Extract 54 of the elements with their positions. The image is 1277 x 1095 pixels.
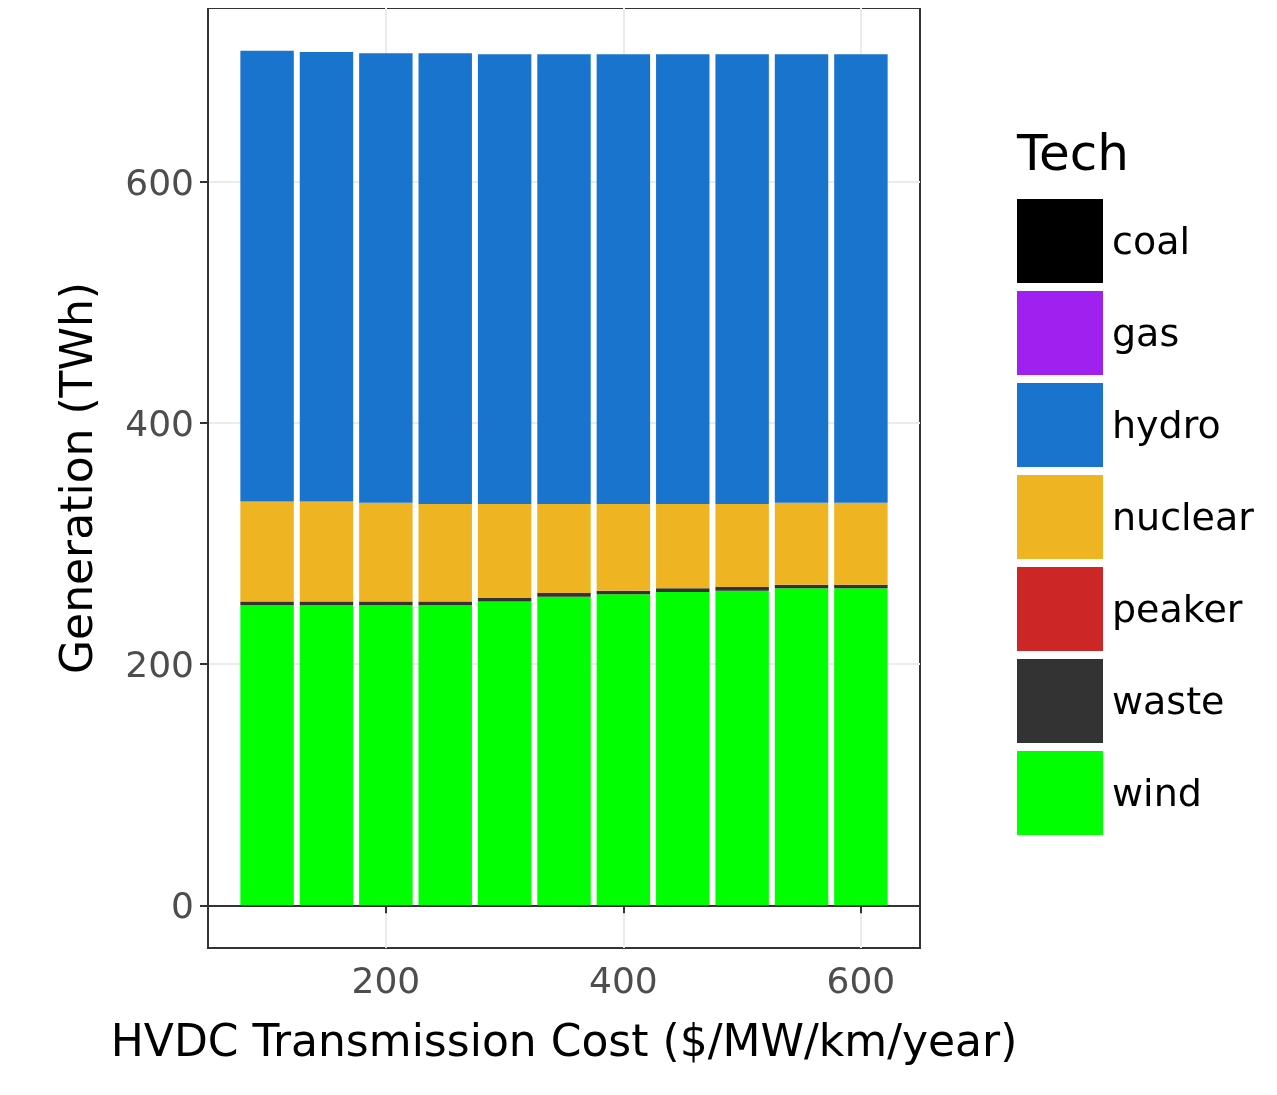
bar (240, 501, 294, 602)
x-tick-label: 400 (589, 959, 658, 1001)
legend-label: gas (1112, 311, 1180, 355)
legend-label: wind (1112, 771, 1202, 815)
bar (537, 503, 591, 594)
bar (359, 502, 413, 602)
bar (834, 54, 888, 503)
bar (418, 503, 472, 602)
bar (715, 587, 769, 591)
legend-label: hydro (1112, 403, 1221, 447)
bar (418, 605, 472, 906)
bar (537, 593, 591, 597)
legend-label: nuclear (1112, 495, 1255, 539)
bar (656, 588, 710, 592)
bar (774, 588, 829, 906)
bar (418, 53, 472, 504)
bar (477, 503, 532, 598)
bar (240, 50, 294, 502)
y-axis-title: Generation (TWh) (50, 281, 102, 675)
bar (715, 590, 769, 906)
bar (656, 503, 710, 589)
bar (359, 605, 413, 906)
bar (834, 502, 888, 585)
bar (299, 605, 354, 906)
legend-label: peaker (1112, 587, 1243, 631)
y-tick-label: 200 (125, 643, 194, 685)
bar (596, 594, 651, 906)
legend-label: waste (1112, 679, 1225, 723)
bar (537, 54, 591, 504)
bar (537, 596, 591, 906)
x-tick-label: 600 (826, 959, 896, 1001)
bar (477, 601, 532, 906)
bar (774, 54, 829, 503)
x-axis-title: HVDC Transmission Cost ($/MW/km/year) (110, 1014, 1018, 1066)
bar (477, 597, 532, 602)
y-tick-label: 0 (171, 884, 194, 926)
bar (715, 503, 769, 588)
bar (596, 503, 651, 591)
bar (477, 54, 532, 504)
legend-label: coal (1112, 219, 1190, 263)
bar (715, 54, 769, 504)
y-tick-label: 400 (125, 402, 194, 444)
legend-title: Tech (1016, 124, 1129, 182)
bar (656, 591, 710, 906)
bar (359, 53, 413, 503)
bar (656, 54, 710, 504)
x-tick-label: 200 (351, 959, 421, 1001)
bar (774, 502, 829, 585)
y-tick-label: 600 (125, 161, 194, 203)
bar (299, 501, 354, 602)
bar (834, 588, 888, 906)
bar (240, 605, 294, 906)
bar (299, 51, 354, 502)
bar (596, 54, 651, 504)
